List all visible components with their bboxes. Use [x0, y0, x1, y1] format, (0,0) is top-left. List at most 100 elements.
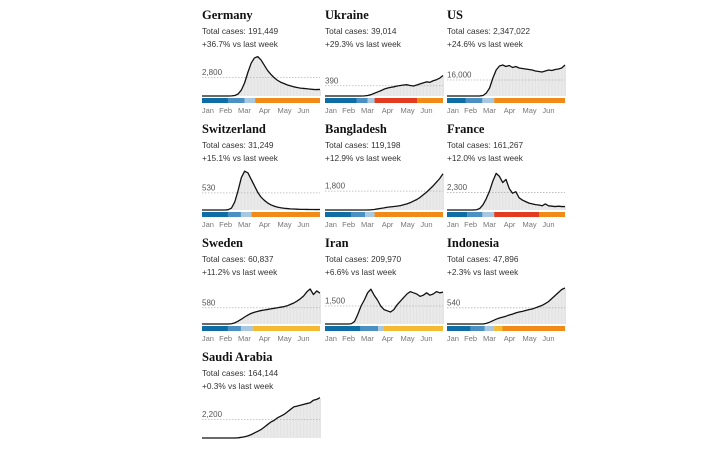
- month-label: Feb: [464, 106, 477, 115]
- month-label: Apr: [504, 106, 516, 115]
- phase-segment: [482, 98, 494, 103]
- chart-indonesia: 540: [447, 280, 565, 336]
- phase-segment: [482, 212, 494, 217]
- month-label: Jan: [325, 106, 337, 115]
- month-label: Apr: [259, 106, 271, 115]
- month-label: Jun: [420, 220, 432, 229]
- month-label: Jun: [297, 334, 309, 343]
- month-label: Feb: [342, 106, 355, 115]
- month-label: Jan: [202, 220, 214, 229]
- month-label: Apr: [504, 220, 516, 229]
- panel-saudi-arabia: Saudi Arabia Total cases: 164,144 +0.3% …: [202, 350, 320, 460]
- reference-label: 1,500: [325, 297, 346, 306]
- phase-segment: [375, 98, 417, 103]
- phase-segment: [447, 98, 466, 103]
- month-label: May: [523, 334, 537, 343]
- reference-label: 530: [202, 183, 216, 192]
- month-label: Jan: [325, 220, 337, 229]
- total-cases: Total cases: 31,249: [202, 140, 274, 150]
- panel-indonesia: Indonesia Total cases: 47,896 +2.3% vs l…: [447, 236, 565, 346]
- panel-bangladesh: Bangladesh Total cases: 119,198 +12.9% v…: [325, 122, 443, 232]
- reference-label: 2,300: [447, 183, 468, 192]
- phase-segment: [325, 212, 351, 217]
- weekly-change: +6.6% vs last week: [325, 267, 396, 277]
- phase-segment: [539, 212, 565, 217]
- total-cases: Total cases: 119,198: [325, 140, 401, 150]
- chart-bangladesh: 1,800: [325, 166, 443, 222]
- month-label: Jan: [447, 334, 459, 343]
- chart-ukraine: 390: [325, 52, 443, 108]
- month-label: Feb: [464, 334, 477, 343]
- month-label: May: [278, 106, 292, 115]
- phase-segment: [378, 326, 384, 331]
- phase-segment: [471, 326, 485, 331]
- panel-iran: Iran Total cases: 209,970 +6.6% vs last …: [325, 236, 443, 346]
- country-name: Indonesia: [447, 236, 499, 251]
- month-label: Jun: [542, 334, 554, 343]
- country-name: Bangladesh: [325, 122, 387, 137]
- month-label: Jun: [420, 106, 432, 115]
- month-label: Feb: [219, 106, 232, 115]
- reference-label: 16,000: [447, 71, 472, 80]
- total-cases: Total cases: 164,144: [202, 368, 278, 378]
- phase-segment: [228, 212, 241, 217]
- phase-segment: [367, 98, 374, 103]
- phase-segment: [351, 212, 365, 217]
- month-label: Apr: [382, 106, 394, 115]
- chart-us: 16,000: [447, 52, 565, 108]
- area-fill: [447, 288, 565, 324]
- month-label: Mar: [361, 106, 374, 115]
- chart-france: 2,300: [447, 166, 565, 222]
- phase-segment: [360, 326, 378, 331]
- month-label: May: [401, 220, 415, 229]
- total-cases: Total cases: 39,014: [325, 26, 397, 36]
- country-name: Iran: [325, 236, 349, 251]
- weekly-change: +29.3% vs last week: [325, 39, 401, 49]
- panel-ukraine: Ukraine Total cases: 39,014 +29.3% vs la…: [325, 8, 443, 118]
- reference-label: 580: [202, 298, 216, 307]
- month-label: Apr: [382, 334, 394, 343]
- phase-segment: [466, 98, 483, 103]
- total-cases: Total cases: 2,347,022: [447, 26, 530, 36]
- month-label: May: [278, 334, 292, 343]
- phase-segment: [244, 98, 255, 103]
- month-label: Jan: [447, 220, 459, 229]
- area-fill: [325, 174, 443, 210]
- phase-segment: [357, 98, 368, 103]
- month-label: Apr: [259, 220, 271, 229]
- chart-switzerland: 530: [202, 166, 320, 222]
- month-label: Mar: [238, 106, 251, 115]
- total-cases: Total cases: 161,267: [447, 140, 523, 150]
- country-name: Saudi Arabia: [202, 350, 273, 365]
- area-fill: [202, 289, 320, 324]
- country-name: Switzerland: [202, 122, 266, 137]
- phase-segment: [365, 212, 374, 217]
- weekly-change: +24.6% vs last week: [447, 39, 523, 49]
- phase-segment: [417, 98, 443, 103]
- phase-segment: [467, 212, 482, 217]
- month-label: Jan: [325, 334, 337, 343]
- chart-germany: 2,800: [202, 52, 320, 108]
- month-label: Jan: [202, 334, 214, 343]
- phase-segment: [325, 98, 357, 103]
- month-label: Apr: [259, 334, 271, 343]
- month-label: Jan: [202, 106, 214, 115]
- phase-segment: [447, 212, 467, 217]
- total-cases: Total cases: 60,837: [202, 254, 274, 264]
- reference-label: 2,200: [202, 410, 223, 419]
- month-label: Jun: [542, 106, 554, 115]
- month-label: Feb: [342, 220, 355, 229]
- reference-label: 390: [325, 76, 339, 85]
- month-label: Feb: [342, 334, 355, 343]
- area-fill: [202, 171, 320, 210]
- phase-segment: [375, 212, 443, 217]
- month-label: Jun: [297, 106, 309, 115]
- month-axis: Jan Feb Mar Apr May Jun: [202, 106, 320, 116]
- phase-segment: [241, 326, 253, 331]
- country-name: US: [447, 8, 463, 23]
- panel-france: France Total cases: 161,267 +12.0% vs la…: [447, 122, 565, 232]
- month-label: Feb: [219, 334, 232, 343]
